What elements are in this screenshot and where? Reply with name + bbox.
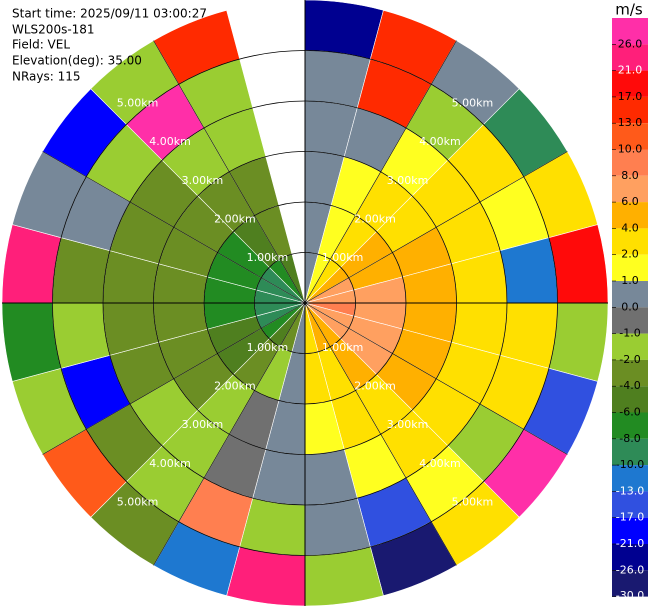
colorbar-label: -4.0 [619, 379, 640, 392]
colorbar-label: -2.0 [619, 353, 640, 366]
colorbar-band [612, 333, 648, 360]
colorbar-label: -21.0 [616, 537, 644, 550]
range-label: 2.00km [354, 213, 396, 226]
colorbar-band [612, 96, 648, 124]
header-line: NRays: 115 [12, 70, 81, 84]
colorbar-label: 13.0 [618, 116, 643, 129]
range-label: 5.00km [452, 96, 494, 109]
range-label: 1.00km [322, 341, 364, 354]
colorbar-label: -13.0 [616, 484, 644, 497]
colorbar-label: 4.0 [621, 221, 639, 234]
range-label: 5.00km [452, 496, 494, 509]
range-label: 1.00km [322, 251, 364, 264]
colorbar-label: -6.0 [619, 406, 640, 419]
header-line: Start time: 2025/09/11 03:00:27 [12, 7, 207, 21]
header-line: Elevation(deg): 35.00 [12, 54, 142, 68]
velocity-cell [1, 224, 62, 304]
range-label: 3.00km [387, 174, 429, 187]
colorbar-band [612, 438, 648, 466]
colorbar-band [612, 228, 648, 255]
colorbar-label: -26.0 [616, 563, 644, 576]
range-ring [102, 100, 508, 506]
colorbar-label: 1.0 [621, 274, 639, 287]
colorbar-band [612, 202, 648, 229]
velocity-cell [548, 224, 609, 304]
range-label: 2.00km [214, 379, 256, 392]
colorbar-label: -30.0 [616, 589, 644, 602]
colorbar-band [612, 412, 648, 439]
colorbar-label: 17.0 [618, 90, 643, 103]
colorbar-band [612, 517, 648, 544]
colorbar-label: 2.0 [621, 248, 639, 261]
range-label: 4.00km [419, 457, 461, 470]
range-label: 5.00km [117, 496, 159, 509]
range-label: 4.00km [149, 457, 191, 470]
range-label: 3.00km [182, 418, 224, 431]
range-ring [52, 50, 558, 556]
overlay: 1.00km 1.00km 1.00km 1.00km 2.00km 2.00km 2.00… [2, 0, 608, 606]
velocity-cell [304, 0, 384, 60]
colorbar-band [612, 386, 648, 413]
colorbar-label: -17.0 [616, 511, 644, 524]
range-label: 1.00km [247, 341, 289, 354]
range-label: 5.00km [117, 96, 159, 109]
range-label: 3.00km [182, 174, 224, 187]
colorbar-label: -8.0 [619, 432, 640, 445]
colorbar-band [612, 491, 648, 518]
header-line: Field: VEL [12, 38, 70, 52]
range-ring [153, 151, 457, 455]
colorbar-band [612, 570, 648, 597]
velocity-cell [548, 302, 609, 382]
colorbar-label: 21.0 [618, 64, 643, 77]
colorbar-band [612, 465, 648, 492]
range-label: 3.00km [387, 418, 429, 431]
colorbar-band [612, 18, 648, 45]
colorbar-band [612, 254, 648, 281]
colorbar-label: 0.0 [621, 300, 639, 313]
header-line: WLS200s-181 [12, 23, 95, 37]
colorbar-label: 26.0 [618, 37, 643, 50]
colorbar-band [612, 307, 648, 334]
range-label: 1.00km [247, 251, 289, 264]
colorbar-band [612, 359, 648, 387]
velocity-cell [304, 546, 384, 607]
range-ring [254, 252, 356, 354]
range-ring [203, 201, 407, 405]
colorbar-band [612, 149, 648, 176]
colorbar-band [612, 175, 648, 203]
colorbar-title: m/s [615, 1, 643, 19]
colorbar-band [612, 70, 648, 97]
colorbar-label: -10.0 [616, 458, 644, 471]
range-label: 4.00km [149, 135, 191, 148]
colorbar-band [612, 281, 648, 308]
range-label: 4.00km [419, 135, 461, 148]
colorbar: 26.0 21.0 17.0 13.0 10.0 8.0 6.0 4.0 2.0 1.0 0.0 -1… [612, 18, 648, 602]
range-label: 2.00km [214, 213, 256, 226]
colorbar-label: 10.0 [618, 143, 643, 156]
colorbar-band [612, 44, 648, 71]
velocity-cell [1, 302, 62, 382]
ppi-field [1, 0, 609, 607]
colorbar-label: -1.0 [619, 327, 640, 340]
range-label: 2.00km [354, 379, 396, 392]
colorbar-band [612, 544, 648, 571]
colorbar-label: 8.0 [621, 169, 639, 182]
colorbar-band [612, 123, 648, 150]
velocity-cell [226, 546, 306, 607]
colorbar-label: 6.0 [621, 195, 639, 208]
